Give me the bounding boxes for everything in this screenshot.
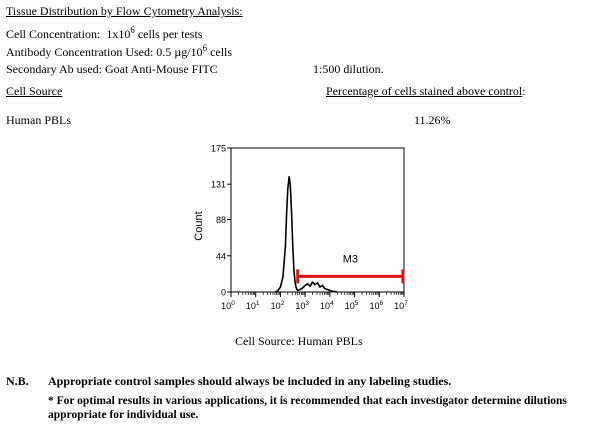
x-tick-label: 100: [221, 300, 235, 311]
y-tick-label: 175: [211, 144, 226, 154]
nb-text: Appropriate control samples should alway…: [48, 374, 452, 388]
x-tick-label: 107: [394, 300, 408, 311]
row-cell-source: Human PBLs: [6, 113, 72, 127]
secondary-antibody: Secondary Ab used: Goat Anti-Mouse FITC: [6, 62, 218, 76]
nb-label: N.B.: [6, 374, 29, 388]
antibody-concentration-value: Antibody Concentration Used: 0.5 µg/10: [6, 45, 203, 59]
chart-caption: Cell Source: Human PBLs: [235, 334, 363, 348]
cell-concentration-unit: cells per tests: [137, 27, 203, 41]
row-percentage: 11.26%: [414, 113, 451, 127]
x-tick-label: 102: [271, 300, 285, 311]
column-header-percentage-text: Percentage of cells stained above contro…: [326, 84, 523, 98]
cell-concentration-label: Cell Concentration:: [6, 27, 101, 41]
antibody-concentration-exponent: 6: [202, 43, 208, 53]
antibody-concentration-unit: cells: [210, 45, 233, 59]
y-tick-label: 0: [221, 288, 226, 298]
x-tick-label: 104: [320, 300, 334, 311]
gate-m3-label: M3: [343, 253, 358, 265]
column-header-percentage-colon: :: [522, 84, 526, 98]
column-header-cell-source: Cell Source: [6, 84, 63, 98]
dilution: 1:500 dilution.: [313, 62, 384, 76]
x-tick-label: 105: [345, 300, 359, 311]
optimal-results-note: * For optimal results in various applica…: [48, 395, 567, 421]
x-tick-label: 101: [246, 300, 260, 311]
x-tick-label: 106: [369, 300, 383, 311]
cell-concentration: Cell Concentration: 1x106 cells per test…: [6, 25, 203, 42]
histogram-trace: [275, 176, 338, 293]
cell-concentration-base: 1x10: [106, 27, 131, 41]
plot-frame: [230, 147, 405, 293]
y-tick-label: 44: [216, 251, 226, 261]
x-tick-label: 103: [295, 300, 309, 311]
y-axis-label: Count: [193, 211, 205, 240]
cell-concentration-exponent: 6: [130, 25, 135, 35]
section-title: Tissue Distribution by Flow Cytometry An…: [6, 4, 243, 18]
y-tick-label: 131: [211, 180, 226, 190]
column-header-percentage: Percentage of cells stained above contro…: [326, 84, 526, 98]
antibody-concentration: Antibody Concentration Used: 0.5 µg/106 …: [6, 43, 233, 60]
y-tick-label: 88: [216, 215, 226, 225]
